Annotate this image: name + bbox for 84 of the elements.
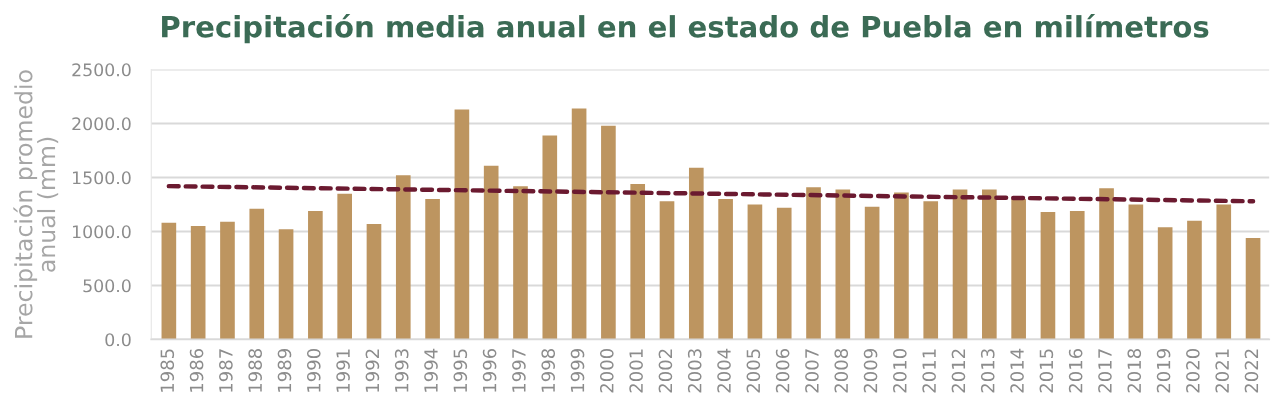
bar xyxy=(513,186,528,340)
y-axis-title: Precipitación promedio anual (mm) xyxy=(13,70,59,338)
x-tick-label: 2019 xyxy=(1156,349,1171,393)
x-tick-label: 1995 xyxy=(453,349,468,392)
bar xyxy=(982,189,997,340)
bar xyxy=(659,201,675,340)
bar xyxy=(220,221,235,340)
bar xyxy=(718,199,733,340)
x-tick-label: 2006 xyxy=(775,348,790,393)
x-tick-label: 2009 xyxy=(863,349,878,393)
bar xyxy=(1187,220,1202,340)
y-tick-label: 1500.0 xyxy=(72,171,131,185)
bar xyxy=(601,125,616,340)
x-tick-label: 1991 xyxy=(336,349,350,392)
bar xyxy=(776,207,792,340)
x-tick-label: 2021 xyxy=(1215,349,1229,393)
bar xyxy=(806,187,821,340)
bar xyxy=(1245,237,1261,340)
bar xyxy=(1069,210,1085,340)
x-tick-label: 2004 xyxy=(717,348,731,393)
x-tick-label: 2016 xyxy=(1068,348,1083,393)
bar xyxy=(923,201,939,340)
bar xyxy=(747,204,763,340)
bar xyxy=(1128,204,1144,340)
x-tick-label: 2005 xyxy=(746,349,761,393)
chart-title: Precipitación media anual en el estado de Puebla en milímetros xyxy=(162,13,1209,44)
x-tick-label: 2012 xyxy=(951,349,966,393)
x-tick-label: 2007 xyxy=(805,349,819,393)
x-tick-label: 2013 xyxy=(980,349,995,393)
bar xyxy=(952,189,968,340)
bar xyxy=(161,222,177,340)
bar xyxy=(1157,227,1173,340)
x-tick-label: 2017 xyxy=(1098,349,1112,393)
bar xyxy=(1099,188,1114,340)
bar xyxy=(366,223,382,340)
bar xyxy=(425,199,440,340)
x-tick-label: 1990 xyxy=(306,349,321,392)
x-tick-label: 1999 xyxy=(570,349,585,392)
x-tick-label: 2010 xyxy=(893,349,907,393)
bar xyxy=(308,210,323,340)
y-tick-label: 2000.0 xyxy=(72,117,131,131)
x-tick-label: 2001 xyxy=(629,349,643,393)
x-tick-label: 1988 xyxy=(248,349,263,392)
x-tick-label: 1993 xyxy=(394,349,409,392)
x-tick-label: 2008 xyxy=(834,349,849,393)
x-tick-label: 1986 xyxy=(189,348,204,392)
bar xyxy=(337,193,352,340)
y-tick-label: 0.0 xyxy=(105,333,131,347)
x-tick-label: 2002 xyxy=(658,349,673,393)
x-tick-label: 1989 xyxy=(277,349,292,392)
bar xyxy=(454,109,470,340)
x-tick-label: 2018 xyxy=(1127,349,1142,393)
x-tick-label: 1998 xyxy=(541,349,556,392)
y-tick-label: 2500.0 xyxy=(72,63,131,77)
bar xyxy=(835,189,851,340)
y-tick-label: 1000.0 xyxy=(72,225,131,239)
bar xyxy=(395,175,411,340)
x-tick-label: 1987 xyxy=(219,349,233,392)
bar xyxy=(688,167,704,340)
bar xyxy=(1011,199,1026,340)
y-tick-label: 500.0 xyxy=(83,279,131,293)
bar xyxy=(190,226,206,340)
bar xyxy=(542,135,558,340)
x-tick-label: 2011 xyxy=(922,349,936,393)
bar xyxy=(571,108,587,340)
x-tick-label: 2020 xyxy=(1186,349,1200,393)
bar xyxy=(249,208,265,340)
x-tick-label: 1997 xyxy=(512,349,526,392)
x-tick-label: 2003 xyxy=(687,349,702,393)
bar xyxy=(894,192,909,340)
bar xyxy=(630,183,646,340)
bar xyxy=(864,206,880,340)
bar xyxy=(278,229,294,340)
bar xyxy=(1216,204,1232,340)
x-tick-label: 2015 xyxy=(1039,349,1054,393)
bar xyxy=(1040,212,1056,340)
x-tick-label: 2014 xyxy=(1010,348,1024,393)
x-tick-label: 1994 xyxy=(424,348,438,392)
x-tick-label: 2022 xyxy=(1244,349,1259,393)
x-tick-label: 1996 xyxy=(482,348,497,392)
x-tick-label: 1992 xyxy=(365,349,380,392)
x-tick-label: 1985 xyxy=(160,349,175,392)
x-tick-label: 2000 xyxy=(599,349,614,393)
bar xyxy=(483,165,499,340)
